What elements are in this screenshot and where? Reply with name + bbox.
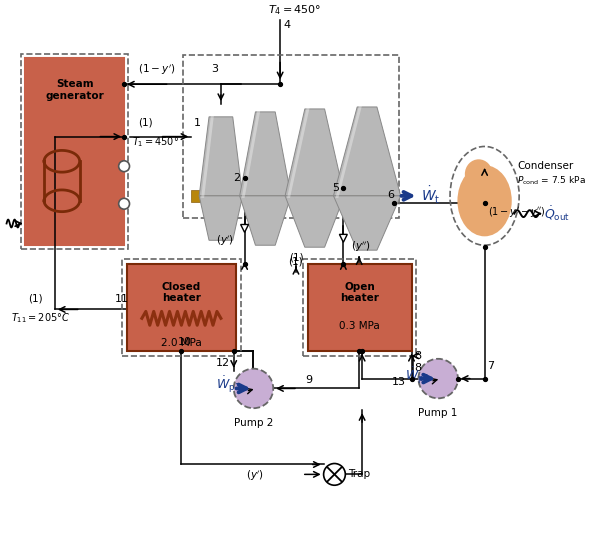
Text: 1: 1 xyxy=(194,118,201,128)
Text: Open
heater: Open heater xyxy=(340,282,379,303)
Text: (1): (1) xyxy=(138,118,153,128)
Ellipse shape xyxy=(458,165,512,236)
Text: $\dot{W}_\mathrm{p2}$: $\dot{W}_\mathrm{p2}$ xyxy=(216,374,240,395)
Text: $T_1 = 450°$: $T_1 = 450°$ xyxy=(132,135,179,149)
Text: $\dot{Q}_\mathrm{out}$: $\dot{Q}_\mathrm{out}$ xyxy=(544,204,570,223)
Bar xyxy=(183,55,399,217)
Text: 8: 8 xyxy=(415,351,422,361)
Text: $(y')$: $(y')$ xyxy=(216,234,234,248)
Text: 5: 5 xyxy=(333,183,339,193)
Bar xyxy=(308,264,412,351)
Text: (1): (1) xyxy=(289,252,304,262)
Text: $(y')$: $(y')$ xyxy=(246,469,265,483)
Text: Trap: Trap xyxy=(348,469,370,480)
Circle shape xyxy=(234,369,273,408)
Text: 7: 7 xyxy=(487,361,495,371)
Polygon shape xyxy=(240,224,248,233)
Bar xyxy=(21,54,128,249)
Polygon shape xyxy=(285,196,344,247)
Polygon shape xyxy=(287,107,310,198)
Polygon shape xyxy=(333,196,401,250)
Text: 8: 8 xyxy=(415,362,422,373)
Text: $P_\mathrm{cond}$ = 7.5 kPa: $P_\mathrm{cond}$ = 7.5 kPa xyxy=(517,174,586,187)
Polygon shape xyxy=(339,234,347,242)
Text: 3: 3 xyxy=(211,64,218,75)
Text: (1): (1) xyxy=(28,294,42,303)
Text: (1): (1) xyxy=(288,256,302,266)
Text: Steam
generator: Steam generator xyxy=(46,79,104,101)
Circle shape xyxy=(118,161,129,172)
Bar xyxy=(25,57,124,245)
Text: Pump 2: Pump 2 xyxy=(234,418,273,428)
Bar xyxy=(191,190,397,202)
Text: 2.0 MPa: 2.0 MPa xyxy=(161,338,202,348)
Circle shape xyxy=(118,198,129,209)
Text: 0.3 MPa: 0.3 MPa xyxy=(339,321,380,331)
Ellipse shape xyxy=(465,159,492,189)
Polygon shape xyxy=(201,115,214,198)
Polygon shape xyxy=(333,107,401,196)
Text: $T_{11} = 205°C$: $T_{11} = 205°C$ xyxy=(12,311,70,325)
Text: 9: 9 xyxy=(305,374,312,384)
Text: Condenser: Condenser xyxy=(517,161,574,171)
Text: 4: 4 xyxy=(283,20,290,30)
Bar xyxy=(122,259,240,356)
Bar xyxy=(303,259,416,356)
Text: 11: 11 xyxy=(115,294,129,303)
Polygon shape xyxy=(285,109,344,196)
Text: 13: 13 xyxy=(392,378,405,388)
Bar xyxy=(127,264,236,351)
Polygon shape xyxy=(199,117,243,196)
Text: $(y^{\prime\prime})$: $(y^{\prime\prime})$ xyxy=(351,240,371,254)
Text: $(1-y^{\prime})$: $(1-y^{\prime})$ xyxy=(138,63,175,77)
Text: Closed
heater: Closed heater xyxy=(161,282,201,303)
Text: 2: 2 xyxy=(232,173,240,183)
Polygon shape xyxy=(242,110,260,198)
Text: $\dot{W}_\mathrm{p1}$: $\dot{W}_\mathrm{p1}$ xyxy=(405,365,429,386)
Text: 10: 10 xyxy=(177,337,191,347)
Polygon shape xyxy=(336,105,362,198)
Text: $T_4 = 450°$: $T_4 = 450°$ xyxy=(268,3,322,17)
Polygon shape xyxy=(240,112,291,196)
Text: $(1-y^{\prime}-y^{\prime\prime})$: $(1-y^{\prime}-y^{\prime\prime})$ xyxy=(487,205,545,219)
Circle shape xyxy=(418,359,458,398)
Text: Pump 1: Pump 1 xyxy=(418,408,458,418)
Text: 6: 6 xyxy=(387,190,394,200)
Text: 12: 12 xyxy=(216,358,230,368)
Polygon shape xyxy=(240,196,291,245)
Circle shape xyxy=(324,463,345,485)
Text: $\dot{W}_\mathrm{t}$: $\dot{W}_\mathrm{t}$ xyxy=(421,185,441,206)
Polygon shape xyxy=(199,196,243,240)
